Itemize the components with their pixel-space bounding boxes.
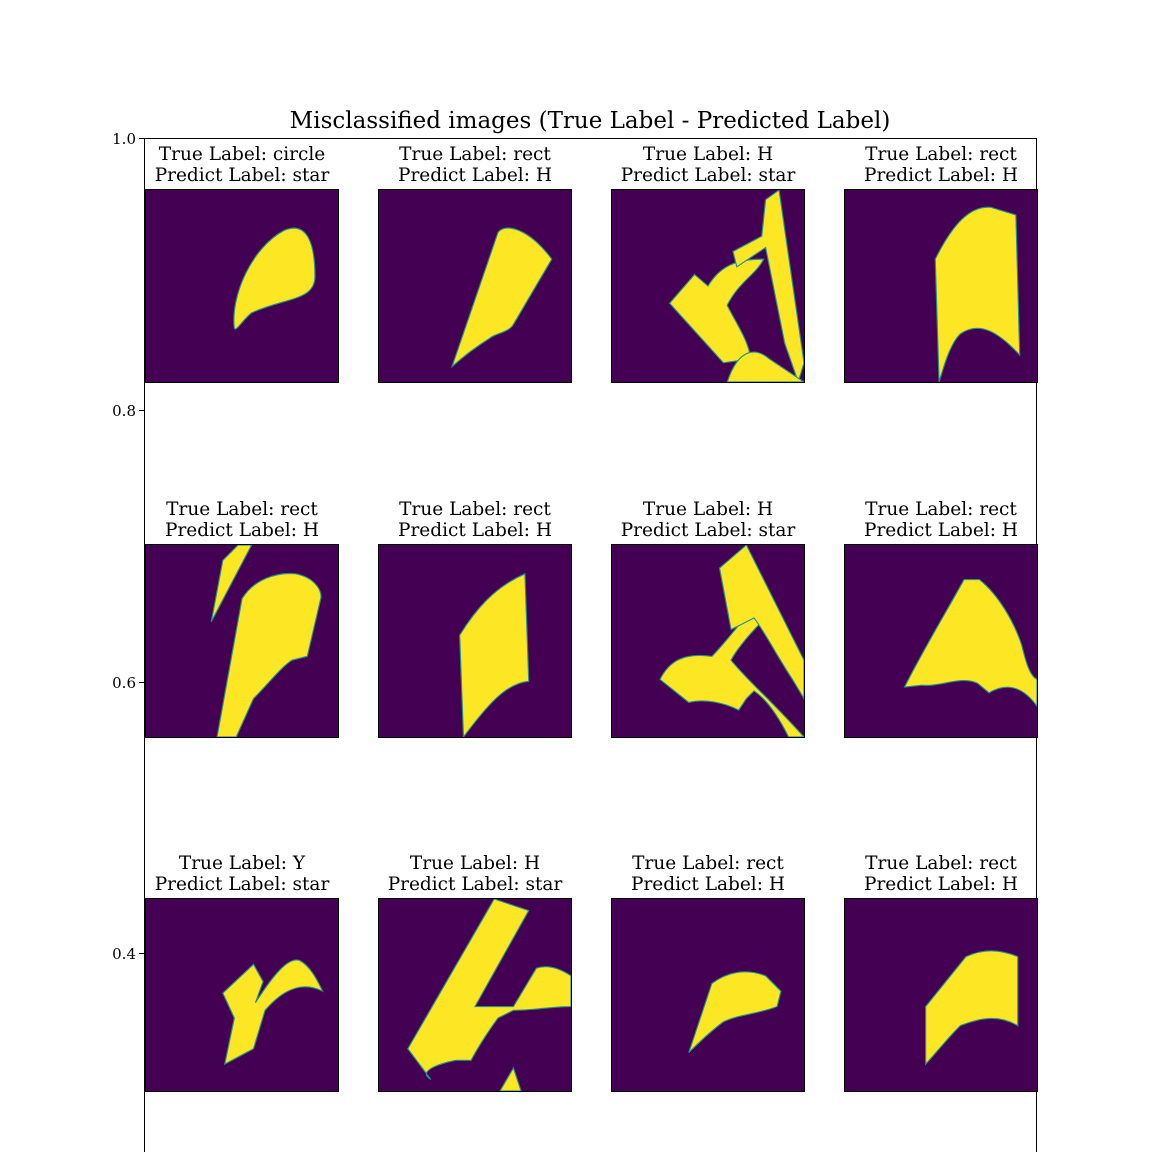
panel-title: True Label: rect Predict Label: H — [345, 144, 605, 186]
shape-region — [726, 351, 804, 382]
panel-title: True Label: rect Predict Label: H — [345, 499, 605, 541]
predicted-label: Predict Label: star — [620, 520, 796, 541]
misclassified-image — [844, 544, 1038, 738]
ytick-label: 0.6 — [112, 674, 136, 692]
panel-title: True Label: H Predict Label: star — [578, 499, 838, 541]
shape-region — [659, 605, 804, 737]
predicted-label: Predict Label: star — [620, 165, 796, 186]
shape-region — [499, 1066, 522, 1091]
true-label: True Label: rect — [865, 144, 1017, 165]
panel-title: True Label: rect Predict Label: H — [811, 853, 1071, 895]
shape-mask — [233, 227, 316, 330]
true-label: True Label: Y — [178, 853, 306, 874]
shape-region — [210, 545, 253, 623]
shape-region — [407, 899, 571, 1080]
true-label: True Label: H — [642, 499, 774, 520]
predicted-label: Predict Label: H — [864, 520, 1018, 541]
predicted-label: Predict Label: H — [864, 874, 1018, 895]
misclassified-image — [611, 189, 805, 383]
predicted-label: Predict Label: star — [154, 165, 330, 186]
panel-title: True Label: H Predict Label: star — [578, 144, 838, 186]
predicted-label: Predict Label: H — [398, 520, 552, 541]
true-label: True Label: rect — [399, 499, 551, 520]
panel-title: True Label: rect Predict Label: H — [811, 144, 1071, 186]
shape-mask — [459, 572, 530, 737]
true-label: True Label: circle — [158, 144, 326, 165]
true-label: True Label: rect — [865, 853, 1017, 874]
misclassified-image — [145, 189, 339, 383]
shape-region — [688, 971, 782, 1054]
ytick-mark — [139, 410, 144, 411]
figure-title: Misclassified images (True Label - Predi… — [289, 108, 891, 134]
panel-title: True Label: rect Predict Label: H — [578, 853, 838, 895]
shape-region — [934, 206, 1021, 382]
ytick-mark — [139, 682, 144, 683]
panel-title: True Label: H Predict Label: star — [345, 853, 605, 895]
shape-region — [668, 258, 765, 364]
misclassified-image — [844, 189, 1038, 383]
true-label: True Label: H — [642, 144, 774, 165]
shape-mask — [688, 971, 782, 1054]
predicted-label: Predict Label: star — [154, 874, 330, 895]
shape-region — [459, 572, 530, 737]
misclassified-image — [378, 189, 572, 383]
ytick-label: 1.0 — [112, 130, 136, 148]
panel-title: True Label: rect Predict Label: H — [811, 499, 1071, 541]
true-label: True Label: rect — [632, 853, 784, 874]
predicted-label: Predict Label: H — [398, 165, 552, 186]
shape-region — [925, 950, 1019, 1066]
true-label: True Label: H — [409, 853, 541, 874]
predicted-label: Predict Label: star — [387, 874, 563, 895]
panel-title: True Label: rect Predict Label: H — [112, 499, 372, 541]
misclassified-image — [145, 898, 339, 1092]
true-label: True Label: rect — [166, 499, 318, 520]
shape-mask — [210, 545, 322, 737]
panel-title: True Label: circle Predict Label: star — [112, 144, 372, 186]
shape-region — [450, 227, 553, 369]
shape-region — [718, 545, 804, 700]
shape-mask — [450, 227, 553, 369]
shape-region — [222, 959, 324, 1066]
panel-title: True Label: Y Predict Label: star — [112, 853, 372, 895]
shape-mask — [222, 959, 324, 1066]
predicted-label: Predict Label: H — [631, 874, 785, 895]
shape-mask — [903, 578, 1037, 708]
shape-region — [732, 190, 804, 382]
shape-mask — [934, 206, 1021, 382]
shape-mask — [925, 950, 1019, 1066]
shape-mask — [407, 899, 571, 1091]
shape-mask — [659, 545, 804, 737]
misclassified-image — [378, 544, 572, 738]
ytick-label: 0.4 — [112, 945, 136, 963]
ytick-label: 0.8 — [112, 402, 136, 420]
misclassified-image — [611, 544, 805, 738]
ytick-mark — [139, 138, 144, 139]
misclassified-image — [145, 544, 339, 738]
shape-region — [233, 227, 316, 330]
shape-mask — [668, 190, 804, 382]
true-label: True Label: rect — [865, 499, 1017, 520]
predicted-label: Predict Label: H — [165, 520, 319, 541]
misclassified-image — [378, 898, 572, 1092]
shape-region — [903, 578, 1037, 708]
misclassified-image — [844, 898, 1038, 1092]
predicted-label: Predict Label: H — [864, 165, 1018, 186]
ytick-mark — [139, 953, 144, 954]
misclassified-image — [611, 898, 805, 1092]
true-label: True Label: rect — [399, 144, 551, 165]
shape-region — [216, 572, 322, 737]
